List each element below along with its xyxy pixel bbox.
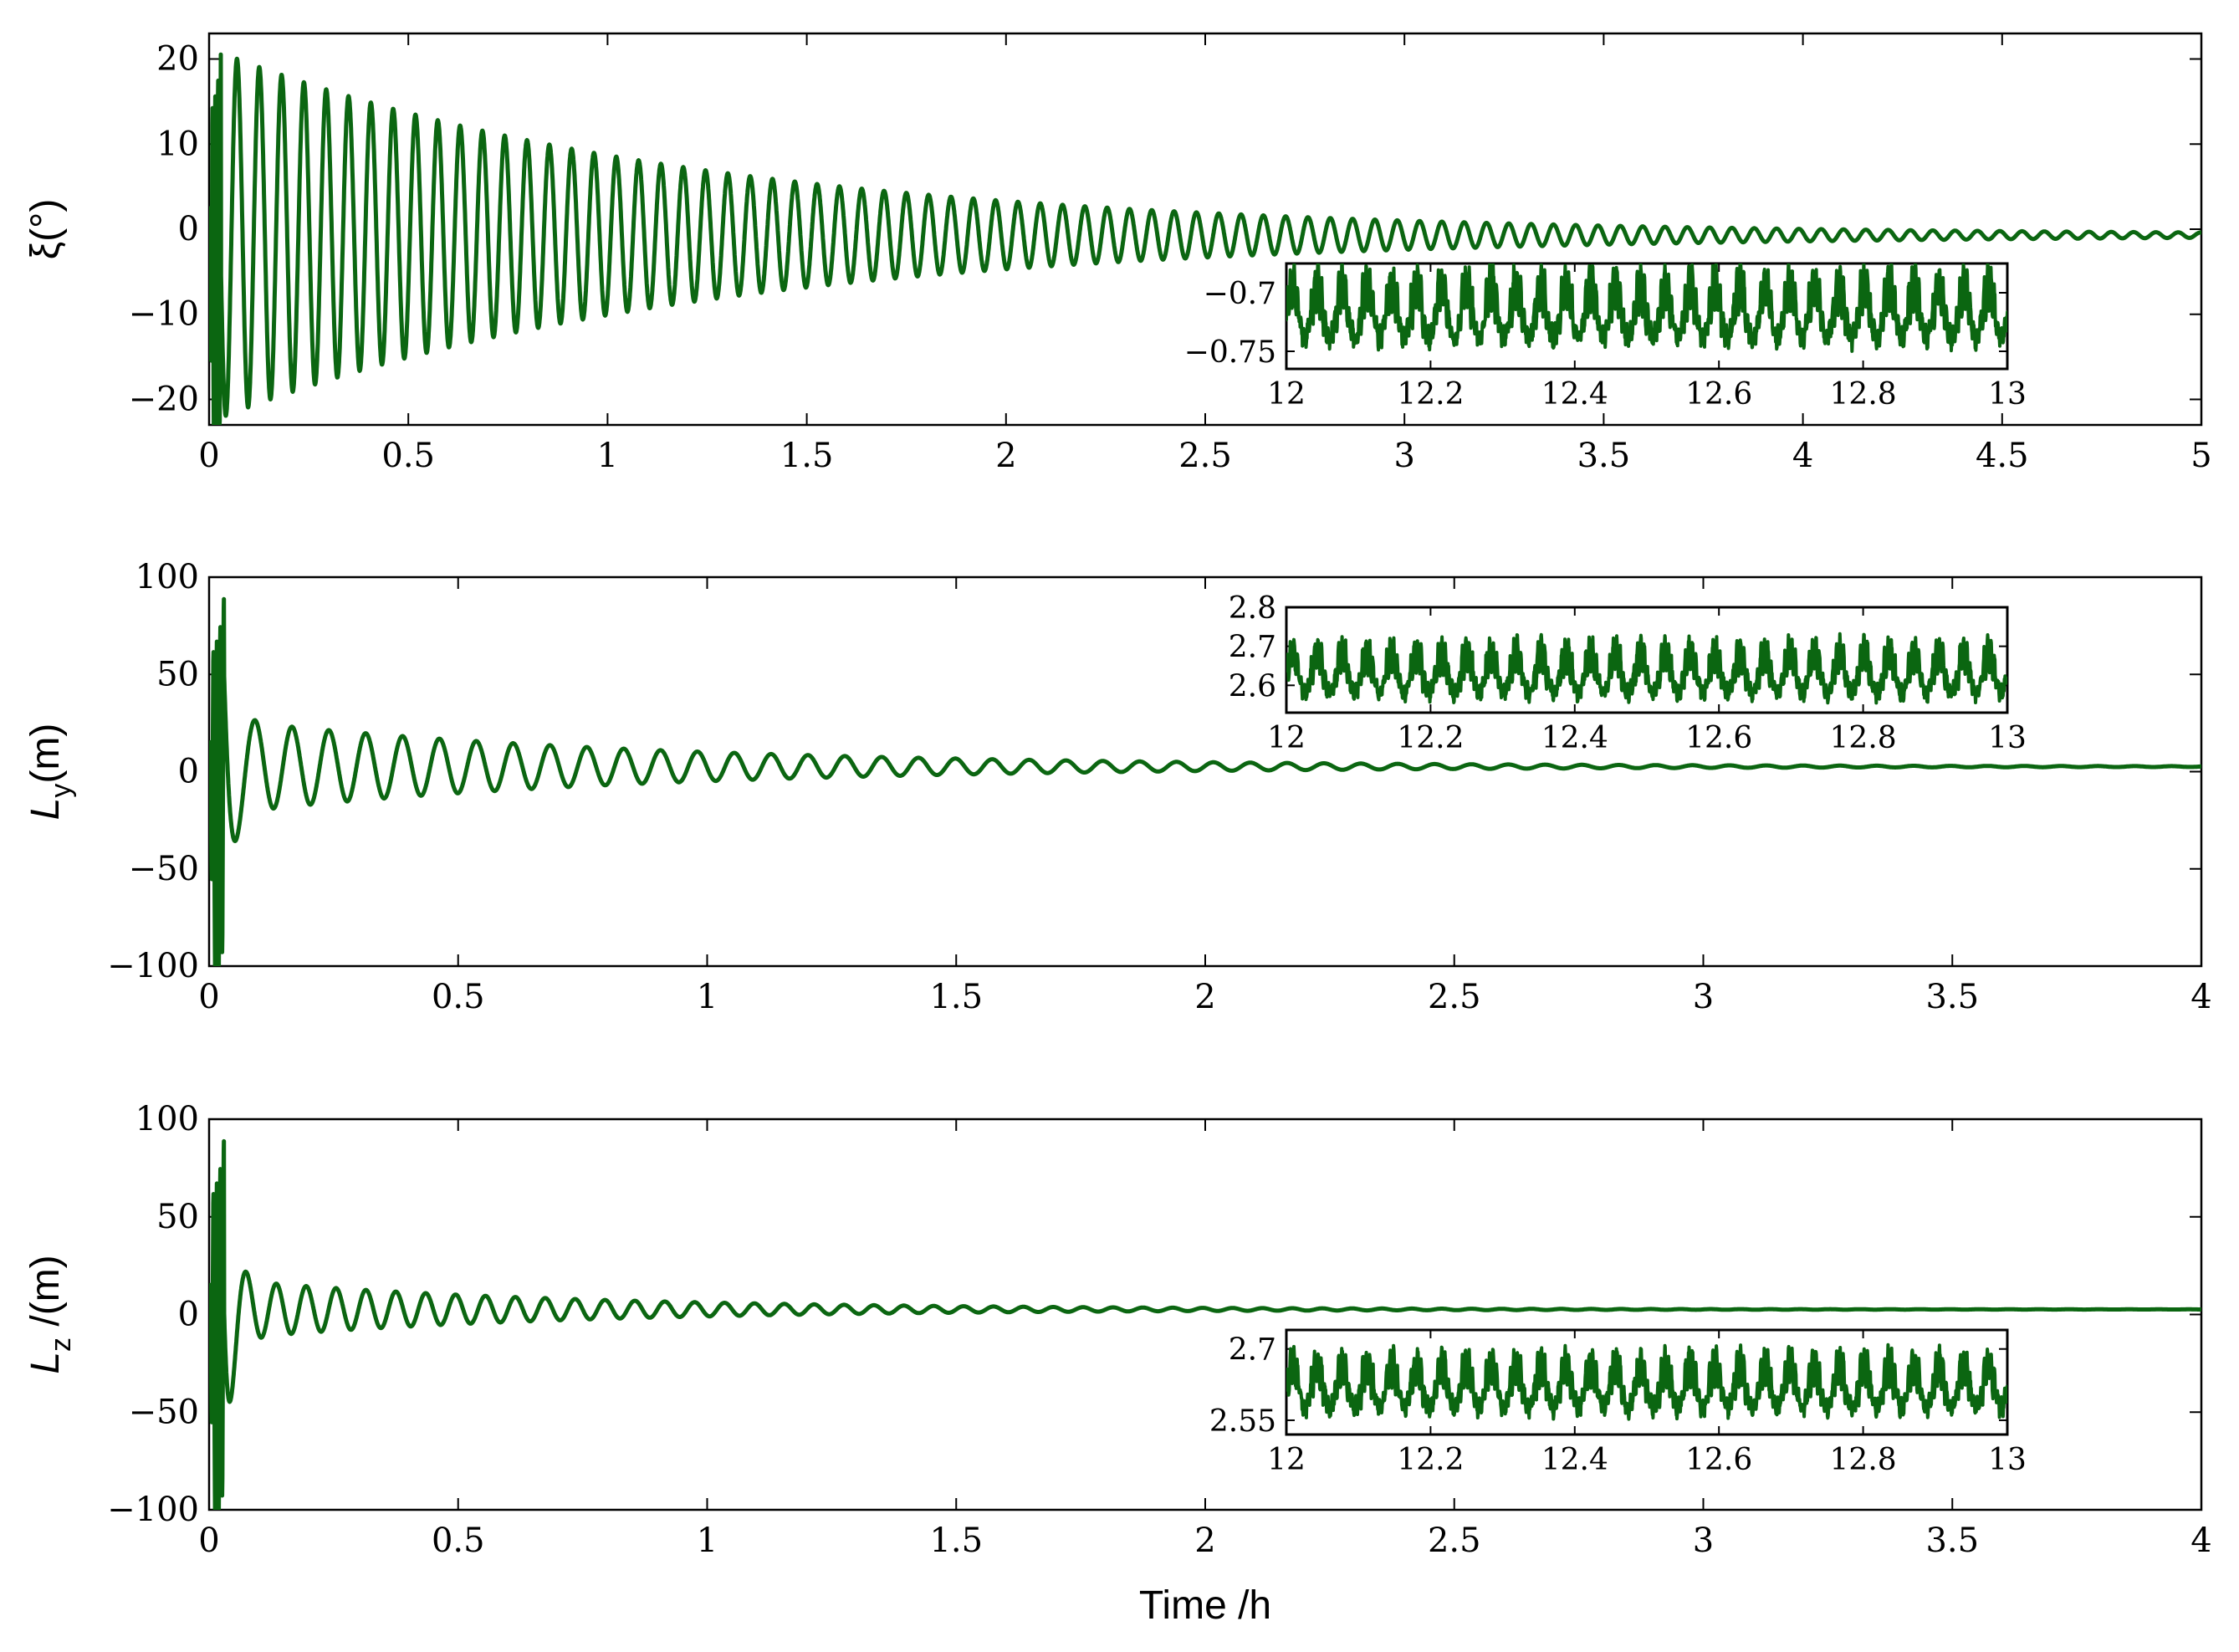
inset-y-tick-label: 2.55 <box>1209 1404 1276 1439</box>
inset-y-tick-label: −0.7 <box>1204 277 1276 311</box>
inset-y-tick-label: 2.6 <box>1229 669 1276 703</box>
x-tick-label: 4 <box>1792 437 1813 475</box>
inset-series-line <box>1286 632 2007 705</box>
y-tick-label: 50 <box>156 655 199 693</box>
inset-x-tick-label: 13 <box>1988 377 2027 412</box>
inset-x-tick-label: 13 <box>1988 721 2027 755</box>
x-tick-label: 1.5 <box>780 437 834 475</box>
inset-y-tick-label: 2.7 <box>1229 631 1276 665</box>
y-tick-label: −100 <box>107 947 199 985</box>
x-tick-label: 4.5 <box>1976 437 2029 475</box>
inset-chart: 12 12.2 12.4 12.6 12.8 13 −0.7 −0.75 <box>1184 262 2027 412</box>
y-tick-label: 100 <box>135 558 199 596</box>
y-tick-label: 20 <box>156 40 199 79</box>
inset-x-tick-label: 12.8 <box>1830 721 1897 755</box>
inset-chart: 12 12.2 12.4 12.6 12.8 13 2.8 2.7 2.6 <box>1229 591 2027 755</box>
x-tick-label: 3 <box>1693 978 1714 1016</box>
y-tick-label: −50 <box>129 850 199 888</box>
series-line <box>209 1138 2201 1510</box>
x-tick-label: 3.5 <box>1925 1522 1979 1560</box>
y-tick-label: 0 <box>178 753 199 791</box>
inset-x-tick-label: 12.4 <box>1541 377 1608 412</box>
inset-chart: 12 12.2 12.4 12.6 12.8 13 2.7 2.55 <box>1209 1328 2027 1477</box>
x-tick-label: 4 <box>2190 978 2211 1016</box>
y-tick-label: 50 <box>156 1198 199 1236</box>
y-axis-label: Lz /(m) <box>23 1255 77 1373</box>
inset-x-tick-label: 12.2 <box>1397 377 1464 412</box>
y-tick-label: 10 <box>156 125 199 163</box>
x-tick-label: 0.5 <box>432 978 485 1016</box>
inset-series-line <box>1286 1343 2007 1421</box>
inset-x-tick-label: 12 <box>1267 1443 1306 1477</box>
inset-x-tick-label: 12.8 <box>1830 377 1897 412</box>
inset-x-tick-label: 12.4 <box>1541 721 1608 755</box>
x-axis-label: Time /h <box>1139 1583 1271 1628</box>
x-tick-label: 1.5 <box>929 1522 983 1560</box>
x-tick-label: 3 <box>1393 437 1414 475</box>
x-tick-label: 2.5 <box>1428 978 1481 1016</box>
x-tick-label: 0 <box>198 1522 219 1560</box>
inset-x-tick-label: 12.2 <box>1397 721 1464 755</box>
y-tick-label: 0 <box>178 1296 199 1334</box>
x-tick-label: 1.5 <box>929 978 983 1016</box>
ly-panel: 0 0.5 1 1.5 2 2.5 3 3.5 4 100 50 0 −50 −100 Ly(m) 12 12.… <box>23 558 2212 1016</box>
series-line <box>209 52 2201 425</box>
x-tick-label: 1 <box>697 978 718 1016</box>
x-tick-label: 1 <box>697 1522 718 1560</box>
inset-x-tick-label: 12.2 <box>1397 1443 1464 1477</box>
x-tick-label: 2 <box>995 437 1016 475</box>
x-tick-label: 3.5 <box>1925 978 1979 1016</box>
inset-y-tick-label: −0.75 <box>1184 335 1276 370</box>
x-tick-label: 3 <box>1693 1522 1714 1560</box>
y-tick-label: −20 <box>129 380 199 418</box>
x-tick-label: 0 <box>198 437 219 475</box>
inset-x-tick-label: 12.6 <box>1685 1443 1752 1477</box>
y-tick-label: 100 <box>135 1100 199 1138</box>
inset-series-line <box>1286 263 2007 353</box>
x-tick-label: 2 <box>1194 1522 1215 1560</box>
x-tick-label: 2.5 <box>1178 437 1232 475</box>
y-axis-label: ξ(°) <box>23 199 68 260</box>
x-tick-label: 0.5 <box>432 1522 485 1560</box>
inset-y-tick-label: 2.8 <box>1229 591 1276 626</box>
inset-y-tick-label: 2.7 <box>1229 1333 1276 1368</box>
inset-x-tick-label: 12.4 <box>1541 1443 1608 1477</box>
inset-x-tick-label: 12.6 <box>1685 721 1752 755</box>
x-tick-label: 5 <box>2190 437 2211 475</box>
x-tick-label: 4 <box>2190 1522 2211 1560</box>
x-tick-label: 0.5 <box>381 437 435 475</box>
y-tick-label: −10 <box>129 295 199 334</box>
y-tick-label: −50 <box>129 1393 199 1431</box>
y-tick-label: −100 <box>107 1491 199 1529</box>
y-tick-label: 0 <box>178 210 199 248</box>
inset-x-tick-label: 12.6 <box>1685 377 1752 412</box>
inset-x-tick-label: 12 <box>1267 377 1306 412</box>
inset-x-tick-label: 12 <box>1267 721 1306 755</box>
x-tick-label: 3.5 <box>1577 437 1631 475</box>
inset-x-tick-label: 13 <box>1988 1443 2027 1477</box>
series-line <box>209 596 2201 966</box>
x-tick-label: 0 <box>198 978 219 1016</box>
inset-x-tick-label: 12.8 <box>1830 1443 1897 1477</box>
y-axis-label: Ly(m) <box>23 724 77 821</box>
x-tick-label: 2.5 <box>1428 1522 1481 1560</box>
x-tick-label: 1 <box>597 437 618 475</box>
x-tick-label: 2 <box>1194 978 1215 1016</box>
